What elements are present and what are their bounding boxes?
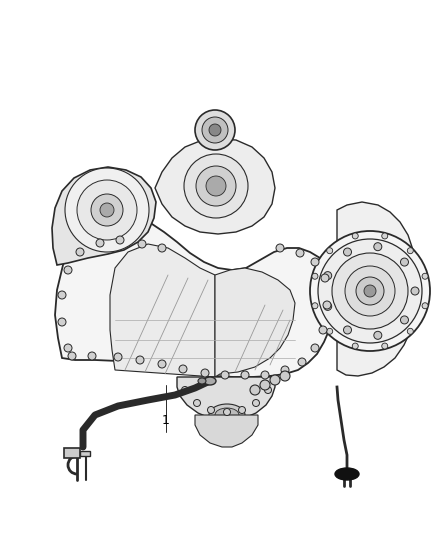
Circle shape <box>184 154 248 218</box>
Circle shape <box>352 233 358 239</box>
Circle shape <box>411 287 419 295</box>
Circle shape <box>91 194 123 226</box>
Circle shape <box>324 302 332 310</box>
Circle shape <box>312 273 318 279</box>
Circle shape <box>76 248 84 256</box>
Polygon shape <box>52 167 156 265</box>
Circle shape <box>356 277 384 305</box>
Circle shape <box>312 303 318 309</box>
Bar <box>80 451 90 456</box>
Circle shape <box>250 385 260 395</box>
Polygon shape <box>337 202 417 376</box>
Circle shape <box>332 253 408 329</box>
Circle shape <box>265 386 272 393</box>
Circle shape <box>311 344 319 352</box>
Circle shape <box>281 366 289 374</box>
Circle shape <box>310 231 430 351</box>
Circle shape <box>280 371 290 381</box>
Circle shape <box>276 244 284 252</box>
Circle shape <box>96 239 104 247</box>
Circle shape <box>221 371 229 379</box>
Circle shape <box>195 110 235 150</box>
Circle shape <box>181 386 188 393</box>
Circle shape <box>345 266 395 316</box>
Circle shape <box>223 408 230 416</box>
Circle shape <box>64 344 72 352</box>
Circle shape <box>68 352 76 360</box>
Circle shape <box>382 343 388 349</box>
Circle shape <box>208 407 215 414</box>
Circle shape <box>158 360 166 368</box>
Circle shape <box>422 273 428 279</box>
Text: 1: 1 <box>162 414 170 426</box>
Ellipse shape <box>215 408 239 422</box>
Circle shape <box>374 243 382 251</box>
Circle shape <box>209 124 221 136</box>
Polygon shape <box>215 268 295 377</box>
Circle shape <box>298 358 306 366</box>
Circle shape <box>58 318 66 326</box>
Circle shape <box>400 316 409 324</box>
Polygon shape <box>55 214 337 377</box>
Circle shape <box>202 117 228 143</box>
Circle shape <box>138 240 146 248</box>
Circle shape <box>58 291 66 299</box>
Circle shape <box>422 303 428 309</box>
Circle shape <box>116 236 124 244</box>
Circle shape <box>64 266 72 274</box>
Circle shape <box>327 328 333 334</box>
Circle shape <box>65 168 149 252</box>
Polygon shape <box>195 415 258 447</box>
Circle shape <box>323 301 331 309</box>
Circle shape <box>296 249 304 257</box>
Circle shape <box>158 244 166 252</box>
Polygon shape <box>337 246 403 337</box>
Circle shape <box>318 239 422 343</box>
Circle shape <box>321 274 329 282</box>
Circle shape <box>261 371 269 379</box>
Polygon shape <box>110 244 215 377</box>
Ellipse shape <box>204 377 216 385</box>
Circle shape <box>136 356 144 364</box>
Circle shape <box>252 400 259 407</box>
Bar <box>64 448 80 458</box>
Circle shape <box>400 258 409 266</box>
Circle shape <box>407 328 413 334</box>
Circle shape <box>327 248 333 254</box>
Circle shape <box>241 371 249 379</box>
Circle shape <box>88 352 96 360</box>
Ellipse shape <box>335 468 359 480</box>
Circle shape <box>77 180 137 240</box>
Circle shape <box>194 400 201 407</box>
Circle shape <box>324 272 332 280</box>
Polygon shape <box>155 139 275 234</box>
Circle shape <box>382 233 388 239</box>
Circle shape <box>374 332 382 340</box>
Circle shape <box>196 166 236 206</box>
Circle shape <box>260 380 270 390</box>
Circle shape <box>100 203 114 217</box>
Circle shape <box>179 365 187 373</box>
Circle shape <box>311 258 319 266</box>
Ellipse shape <box>198 378 206 384</box>
Circle shape <box>364 285 376 297</box>
Polygon shape <box>177 377 275 421</box>
Circle shape <box>343 326 352 334</box>
Circle shape <box>206 176 226 196</box>
Circle shape <box>239 407 246 414</box>
Circle shape <box>114 353 122 361</box>
Circle shape <box>319 326 327 334</box>
Circle shape <box>343 248 352 256</box>
Circle shape <box>352 343 358 349</box>
Circle shape <box>270 375 280 385</box>
Circle shape <box>407 248 413 254</box>
Circle shape <box>201 369 209 377</box>
Ellipse shape <box>209 404 245 426</box>
